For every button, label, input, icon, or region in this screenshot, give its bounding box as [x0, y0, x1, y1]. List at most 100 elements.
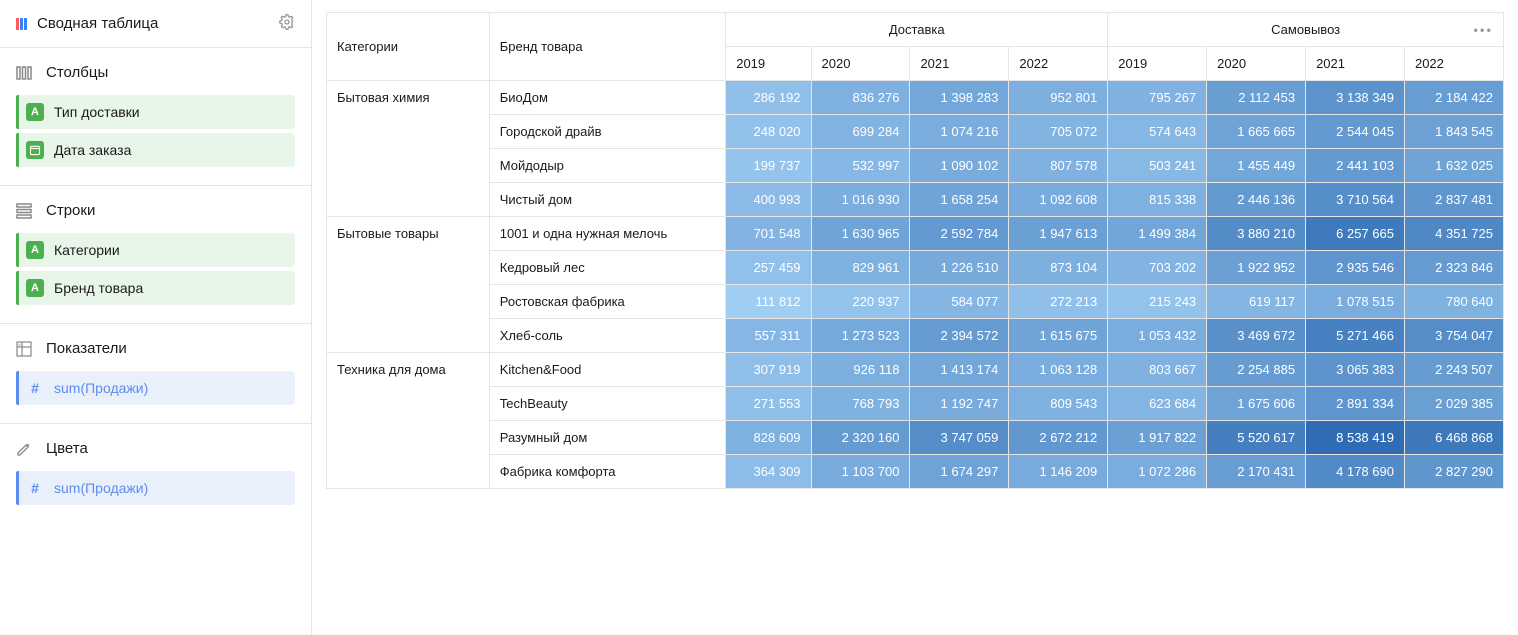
cell-value: 2 592 784	[910, 217, 1009, 251]
cell-value: 2 891 334	[1306, 387, 1405, 421]
section-measures-header: # Показатели	[0, 336, 311, 367]
section-rows: Строки АКатегории АБренд товара	[0, 186, 311, 324]
section-colors: Цвета #sum(Продажи)	[0, 424, 311, 523]
cell-value: 1 146 209	[1009, 455, 1108, 489]
header-group: Доставка	[726, 13, 1108, 47]
cell-value: 503 241	[1108, 149, 1207, 183]
section-columns-header: Столбцы	[0, 60, 311, 91]
pill-brand[interactable]: АБренд товара	[16, 271, 295, 305]
cell-value: 873 104	[1009, 251, 1108, 285]
cell-value: 5 271 466	[1306, 319, 1405, 353]
cell-value: 215 243	[1108, 285, 1207, 319]
header-year: 2020	[1207, 47, 1306, 81]
cell-value: 2 446 136	[1207, 183, 1306, 217]
header-year: 2020	[811, 47, 910, 81]
cell-value: 286 192	[726, 81, 811, 115]
more-icon[interactable]: •••	[1473, 22, 1493, 37]
cell-value: 1 674 297	[910, 455, 1009, 489]
cell-value: 199 737	[726, 149, 811, 183]
cell-value: 1 922 952	[1207, 251, 1306, 285]
columns-icon	[16, 65, 36, 81]
cell-brand: Мойдодыр	[489, 149, 725, 183]
section-colors-header: Цвета	[0, 436, 311, 467]
cell-value: 307 919	[726, 353, 811, 387]
cell-value: 1 074 216	[910, 115, 1009, 149]
cell-brand: Ростовская фабрика	[489, 285, 725, 319]
table-row: TechBeauty271 553768 7931 192 747809 543…	[327, 387, 1504, 421]
main-area: КатегорииБренд товараДоставкаСамовывоз••…	[312, 0, 1518, 635]
table-row: Техника для домаKitchen&Food307 919926 1…	[327, 353, 1504, 387]
cell-value: 248 020	[726, 115, 811, 149]
cell-value: 768 793	[811, 387, 910, 421]
cell-value: 2 441 103	[1306, 149, 1405, 183]
pill-categories[interactable]: АКатегории	[16, 233, 295, 267]
cell-value: 8 538 419	[1306, 421, 1405, 455]
cell-value: 829 961	[811, 251, 910, 285]
cell-value: 532 997	[811, 149, 910, 183]
cell-value: 780 640	[1404, 285, 1503, 319]
cell-brand: Kitchen&Food	[489, 353, 725, 387]
cell-value: 2 827 290	[1404, 455, 1503, 489]
svg-text:#: #	[18, 342, 21, 347]
cell-value: 952 801	[1009, 81, 1108, 115]
cell-value: 3 754 047	[1404, 319, 1503, 353]
cell-value: 828 609	[726, 421, 811, 455]
header-year: 2022	[1009, 47, 1108, 81]
cell-value: 1 090 102	[910, 149, 1009, 183]
cell-value: 1 078 515	[1306, 285, 1405, 319]
cell-value: 623 684	[1108, 387, 1207, 421]
cell-value: 1 455 449	[1207, 149, 1306, 183]
cell-value: 4 178 690	[1306, 455, 1405, 489]
rows-icon	[16, 203, 36, 219]
cell-value: 6 468 868	[1404, 421, 1503, 455]
cell-value: 3 710 564	[1306, 183, 1405, 217]
cell-value: 1 665 665	[1207, 115, 1306, 149]
cell-value: 1 273 523	[811, 319, 910, 353]
cell-brand: Хлеб-соль	[489, 319, 725, 353]
table-row: Кедровый лес257 459829 9611 226 510873 1…	[327, 251, 1504, 285]
table-row: Бытовая химияБиоДом286 192836 2761 398 2…	[327, 81, 1504, 115]
cell-value: 271 553	[726, 387, 811, 421]
table-row: Городской драйв248 020699 2841 074 21670…	[327, 115, 1504, 149]
cell-value: 1 192 747	[910, 387, 1009, 421]
section-columns: Столбцы АТип доставки Дата заказа	[0, 48, 311, 186]
pivot-icon	[16, 18, 27, 30]
cell-category: Бытовая химия	[327, 81, 490, 217]
cell-value: 815 338	[1108, 183, 1207, 217]
cell-value: 1 947 613	[1009, 217, 1108, 251]
pivot-tbody: Бытовая химияБиоДом286 192836 2761 398 2…	[327, 81, 1504, 489]
cell-value: 574 643	[1108, 115, 1207, 149]
cell-value: 2 029 385	[1404, 387, 1503, 421]
cell-value: 5 520 617	[1207, 421, 1306, 455]
cell-value: 619 117	[1207, 285, 1306, 319]
cell-value: 111 812	[726, 285, 811, 319]
cell-value: 3 747 059	[910, 421, 1009, 455]
pill-measure-sum-sales[interactable]: #sum(Продажи)	[16, 371, 295, 405]
pill-color-sum-sales[interactable]: #sum(Продажи)	[16, 471, 295, 505]
section-rows-label: Строки	[46, 202, 95, 219]
pill-delivery-type[interactable]: АТип доставки	[16, 95, 295, 129]
table-row: Чистый дом400 9931 016 9301 658 2541 092…	[327, 183, 1504, 217]
header-year: 2019	[726, 47, 811, 81]
pill-order-date[interactable]: Дата заказа	[16, 133, 295, 167]
cell-value: 3 469 672	[1207, 319, 1306, 353]
cell-value: 1 675 606	[1207, 387, 1306, 421]
cell-category: Техника для дома	[327, 353, 490, 489]
cell-value: 701 548	[726, 217, 811, 251]
cell-value: 220 937	[811, 285, 910, 319]
cell-value: 2 544 045	[1306, 115, 1405, 149]
cell-value: 3 880 210	[1207, 217, 1306, 251]
header-year: 2021	[1306, 47, 1405, 81]
cell-value: 803 667	[1108, 353, 1207, 387]
section-measures: # Показатели #sum(Продажи)	[0, 324, 311, 424]
cell-value: 1 398 283	[910, 81, 1009, 115]
cell-value: 3 065 383	[1306, 353, 1405, 387]
cell-value: 807 578	[1009, 149, 1108, 183]
gear-icon[interactable]	[279, 14, 295, 33]
cell-brand: БиоДом	[489, 81, 725, 115]
table-row: Фабрика комфорта364 3091 103 7001 674 29…	[327, 455, 1504, 489]
cell-brand: 1001 и одна нужная мелочь	[489, 217, 725, 251]
cell-brand: Городской драйв	[489, 115, 725, 149]
colors-icon	[16, 441, 36, 457]
cell-value: 2 170 431	[1207, 455, 1306, 489]
